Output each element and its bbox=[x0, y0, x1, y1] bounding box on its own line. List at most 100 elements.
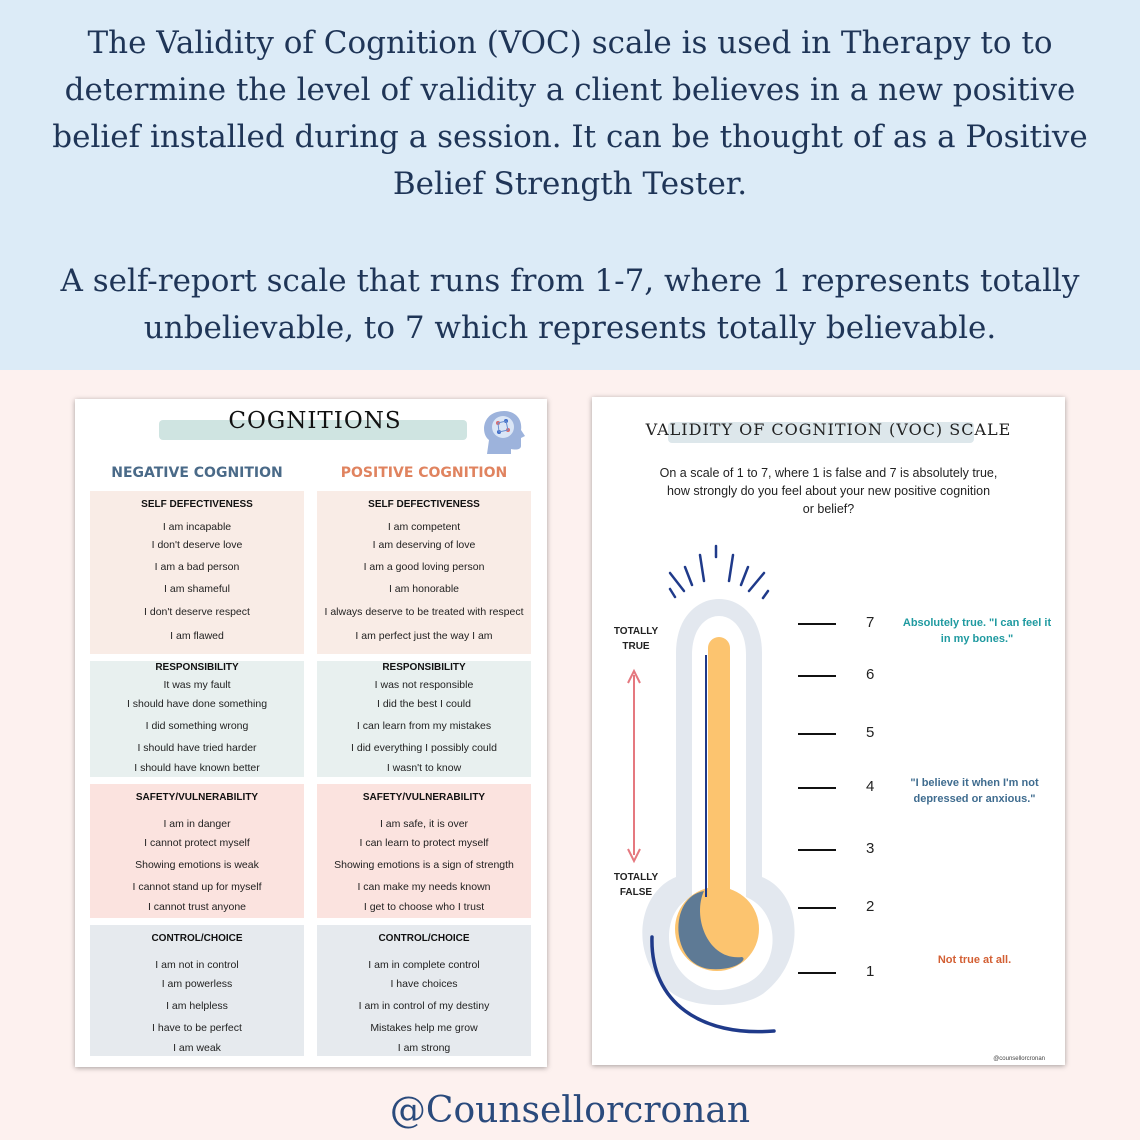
negative-cognition-item: I don't deserve love bbox=[151, 539, 243, 551]
brain-head-icon bbox=[484, 410, 525, 454]
negative-cell-1: SELF DEFECTIVENESS I am incapable I don't … bbox=[90, 491, 304, 654]
totally-false-label: TOTALLY FALSE bbox=[603, 870, 669, 900]
negative-cognition-item: I am powerless bbox=[161, 978, 233, 990]
negative-cognition-item: I have to be perfect bbox=[152, 1022, 242, 1034]
section-header: RESPONSIBILITY bbox=[155, 662, 239, 673]
negative-cognition-item: It was my fault bbox=[163, 679, 231, 691]
positive-cognition-item: I am honorable bbox=[388, 583, 460, 595]
negative-cell-3: SAFETY/VULNERABILITY I am in danger I cann… bbox=[90, 784, 304, 918]
negative-cognition-heading: NEGATIVE COGNITION bbox=[111, 465, 283, 481]
annotation-line: Absolutely true. "I can feel it bbox=[902, 617, 1052, 629]
label-line: FALSE bbox=[619, 887, 653, 898]
annotation-1: Not true at all. bbox=[937, 954, 1012, 966]
section-header: SELF DEFECTIVENESS bbox=[141, 499, 253, 510]
positive-cognition-item: I am safe, it is over bbox=[379, 818, 469, 830]
voc-question: On a scale of 1 to 7, where 1 is false a… bbox=[592, 464, 1065, 518]
negative-cognition-item: I am weak bbox=[173, 1042, 221, 1054]
negative-cognition-item: I should have tried harder bbox=[137, 742, 257, 754]
scale-tick bbox=[798, 907, 836, 909]
positive-cognition-item: I get to choose who I trust bbox=[363, 901, 485, 913]
negative-cognition-item: I cannot protect myself bbox=[144, 837, 250, 849]
scale-tick bbox=[798, 849, 836, 851]
negative-cognition-item: I am incapable bbox=[162, 521, 232, 533]
section-header: CONTROL/CHOICE bbox=[151, 933, 243, 944]
scale-tick bbox=[798, 675, 836, 677]
positive-cognition-item: I am in complete control bbox=[368, 959, 480, 971]
voc-sheet: VALIDITY OF COGNITION (VOC) SCALE On a s… bbox=[592, 397, 1065, 1065]
positive-cell-1: SELF DEFECTIVENESS I am competent I am des… bbox=[317, 491, 531, 654]
scale-number: 5 bbox=[866, 724, 875, 741]
annotation-line: "I believe it when I'm not bbox=[910, 777, 1039, 789]
negative-cognition-item: I am not in control bbox=[155, 959, 239, 971]
scale-tick bbox=[798, 623, 836, 625]
intro-paragraph-2: A self-report scale that runs from 1-7, … bbox=[60, 263, 1080, 346]
annotation-line: in my bones." bbox=[940, 633, 1014, 645]
negative-cognition-item: I don't deserve respect bbox=[144, 606, 250, 618]
cognitions-title: COGNITIONS bbox=[228, 408, 402, 434]
scale-tick bbox=[798, 972, 836, 974]
positive-cognition-item: I was not responsible bbox=[374, 679, 474, 691]
positive-cognition-heading: POSITIVE COGNITION bbox=[340, 465, 508, 481]
negative-cognition-item: I am a bad person bbox=[154, 561, 240, 573]
negative-cognition-item: I cannot trust anyone bbox=[147, 901, 247, 913]
negative-cognition-item: I am flawed bbox=[170, 630, 224, 642]
intro-banner: The Validity of Cognition (VOC) scale is… bbox=[0, 0, 1140, 370]
positive-cognition-item: I wasn't to know bbox=[386, 762, 462, 774]
positive-cognition-item: I am strong bbox=[397, 1042, 451, 1054]
positive-cell-4: CONTROL/CHOICE I am in complete control I … bbox=[317, 925, 531, 1056]
label-line: TOTALLY bbox=[613, 872, 659, 883]
voc-credit: @counsellorcronan bbox=[993, 1056, 1045, 1062]
positive-cell-3: SAFETY/VULNERABILITY I am safe, it is ove… bbox=[317, 784, 531, 918]
negative-cognition-item: I should have done something bbox=[126, 698, 268, 710]
positive-cognition-item: I am a good loving person bbox=[363, 561, 485, 573]
scale-number: 2 bbox=[866, 898, 875, 915]
scale-tick bbox=[798, 733, 836, 735]
positive-cognition-item: I did everything I possibly could bbox=[351, 742, 497, 754]
title-brush bbox=[159, 420, 467, 440]
label-line: TOTALLY bbox=[613, 626, 659, 637]
negative-cognition-item: I should have known better bbox=[134, 762, 260, 774]
positive-cognition-item: I did the best I could bbox=[377, 698, 471, 710]
section-header: CONTROL/CHOICE bbox=[378, 933, 470, 944]
positive-cognition-item: Showing emotions is a sign of strength bbox=[334, 859, 514, 871]
negative-cognition-item: I am shameful bbox=[164, 583, 230, 595]
thermometer-illustration bbox=[627, 544, 795, 1034]
glow-rays bbox=[668, 544, 770, 600]
section-header: SELF DEFECTIVENESS bbox=[368, 499, 480, 510]
negative-cell-2: RESPONSIBILITY It was my fault I should ha… bbox=[90, 661, 304, 777]
negative-cognition-item: I am in danger bbox=[163, 818, 231, 830]
positive-cognition-item: I can make my needs known bbox=[357, 881, 491, 893]
footer-handle: @Counsellorcronan bbox=[389, 1090, 751, 1131]
positive-cell-2: RESPONSIBILITY I was not responsible I did… bbox=[317, 661, 531, 777]
totally-true-label: TOTALLY TRUE bbox=[603, 624, 669, 654]
scale-number: 3 bbox=[866, 840, 875, 857]
positive-cognition-item: I am perfect just the way I am bbox=[355, 630, 493, 642]
positive-cognition-item: Mistakes help me grow bbox=[370, 1022, 478, 1034]
negative-cell-4: CONTROL/CHOICE I am not in control I am po… bbox=[90, 925, 304, 1056]
voc-question-line: On a scale of 1 to 7, where 1 is false a… bbox=[659, 466, 998, 480]
scale-number: 6 bbox=[866, 666, 875, 683]
annotation-line: depressed or anxious." bbox=[913, 793, 1036, 805]
negative-cognition-item: Showing emotions is weak bbox=[135, 859, 259, 871]
section-header: SAFETY/VULNERABILITY bbox=[362, 792, 486, 803]
positive-cognition-item: I am competent bbox=[387, 521, 461, 533]
negative-cognition-item: I did something wrong bbox=[145, 720, 249, 732]
intro-paragraph-1: The Validity of Cognition (VOC) scale is… bbox=[52, 25, 1088, 202]
negative-cognition-item: I am helpless bbox=[166, 1000, 228, 1012]
label-line: TRUE bbox=[622, 641, 650, 652]
scale-number: 1 bbox=[866, 963, 875, 980]
negative-cognition-item: I cannot stand up for myself bbox=[132, 881, 262, 893]
voc-question-line: or belief? bbox=[802, 502, 855, 516]
scale-number: 7 bbox=[866, 614, 875, 631]
cognitions-sheet: COGNITIONS NEGATIVE COGNITION POSITIVE C… bbox=[75, 399, 547, 1067]
positive-cognition-item: I always deserve to be treated with resp… bbox=[324, 606, 524, 618]
positive-cognition-item: I have choices bbox=[390, 978, 458, 990]
annotation-7: Absolutely true. "I can feel it in my bo… bbox=[892, 615, 1062, 647]
positive-cognition-item: I can learn to protect myself bbox=[359, 837, 489, 849]
positive-cognition-item: I can learn from my mistakes bbox=[356, 720, 492, 732]
positive-cognition-item: I am in control of my destiny bbox=[358, 1000, 490, 1012]
positive-cognition-item: I am deserving of love bbox=[372, 539, 476, 551]
scale-number: 4 bbox=[866, 778, 875, 795]
voc-title-brush bbox=[668, 422, 974, 443]
annotation-4: "I believe it when I'm not depressed or … bbox=[892, 775, 1057, 807]
